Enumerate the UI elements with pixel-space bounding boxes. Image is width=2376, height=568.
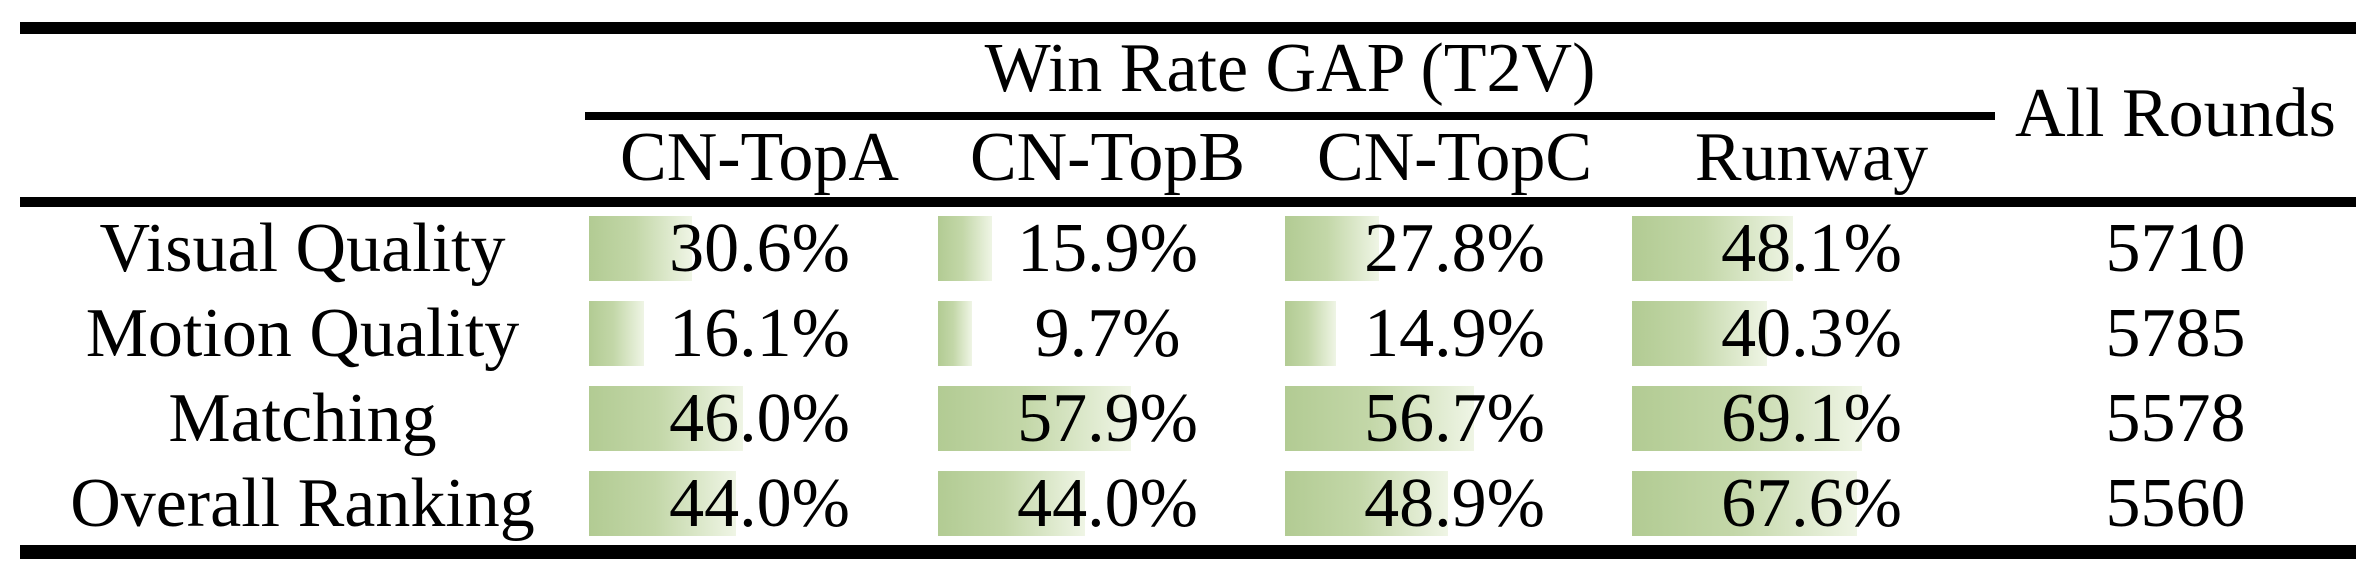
win-rate-cell: 57.9% — [934, 376, 1281, 461]
all-rounds-header-label: All Rounds — [2015, 75, 2336, 152]
all-rounds-cell: 5578 — [1995, 376, 2356, 461]
header-separator-rule — [20, 197, 2356, 207]
win-rate-bar — [1285, 301, 1336, 366]
win-rate-bar — [1285, 386, 1474, 451]
win-rate-bar — [938, 216, 992, 281]
row-label-visual-quality: Visual Quality — [20, 206, 585, 291]
win-rate-value: 56.7% — [1364, 379, 1545, 457]
win-rate-value: 69.1% — [1721, 379, 1902, 457]
win-rate-value: 46.0% — [669, 379, 850, 457]
column-header-cn-topa: CN-TopA — [585, 119, 934, 196]
column-header-label: CN-TopC — [1316, 119, 1593, 196]
all-rounds-value: 5578 — [2105, 379, 2246, 457]
all-rounds-cell: 5560 — [1995, 461, 2356, 546]
win-rate-cell: 9.7% — [934, 291, 1281, 376]
all-rounds-value: 5560 — [2105, 464, 2246, 542]
all-rounds-cell: 5710 — [1995, 206, 2356, 291]
win-rate-bar — [589, 386, 743, 451]
column-header-label: CN-TopB — [969, 119, 1246, 196]
win-rate-cell: 46.0% — [585, 376, 934, 461]
win-rate-bar — [1632, 216, 1793, 281]
column-header-cn-topc: CN-TopC — [1281, 119, 1628, 196]
win-rate-value: 67.6% — [1721, 464, 1902, 542]
group-header-title: Win Rate GAP (T2V) — [585, 30, 1995, 108]
win-rate-value: 27.8% — [1364, 209, 1545, 287]
win-rate-value: 57.9% — [1017, 379, 1198, 457]
row-label: Visual Quality — [99, 209, 506, 287]
row-label-matching: Matching — [20, 376, 585, 461]
row-label-overall-ranking: Overall Ranking — [20, 461, 585, 546]
win-rate-value: 44.0% — [1017, 464, 1198, 542]
win-rate-cell: 48.9% — [1281, 461, 1628, 546]
win-rate-bar — [938, 301, 972, 366]
win-rate-cell: 40.3% — [1628, 291, 1995, 376]
win-rate-cell: 15.9% — [934, 206, 1281, 291]
group-header-label: Win Rate GAP (T2V) — [984, 30, 1596, 107]
win-rate-cell: 44.0% — [585, 461, 934, 546]
win-rate-value: 48.1% — [1721, 209, 1902, 287]
all-rounds-cell: 5785 — [1995, 291, 2356, 376]
win-rate-value: 14.9% — [1364, 294, 1545, 372]
win-rate-cell: 67.6% — [1628, 461, 1995, 546]
win-rate-cell: 56.7% — [1281, 376, 1628, 461]
win-rate-value: 30.6% — [669, 209, 850, 287]
all-rounds-value: 5785 — [2105, 294, 2246, 372]
row-label-motion-quality: Motion Quality — [20, 291, 585, 376]
win-rate-bar — [1632, 471, 1857, 536]
win-rate-value: 48.9% — [1364, 464, 1545, 542]
row-label: Motion Quality — [85, 294, 520, 372]
all-rounds-value: 5710 — [2105, 209, 2246, 287]
win-rate-value: 40.3% — [1721, 294, 1902, 372]
win-rate-value: 15.9% — [1017, 209, 1198, 287]
column-header-label: CN-TopA — [620, 119, 899, 196]
win-rate-value: 16.1% — [669, 294, 850, 372]
win-rate-bar — [938, 471, 1085, 536]
win-rate-bar — [938, 386, 1131, 451]
column-header-all-rounds: All Rounds — [1995, 26, 2356, 202]
row-label: Overall Ranking — [70, 464, 535, 542]
win-rate-cell: 14.9% — [1281, 291, 1628, 376]
column-header-runway: Runway — [1628, 119, 1995, 196]
table-bottom-rule — [20, 545, 2356, 559]
win-rate-cell: 16.1% — [585, 291, 934, 376]
win-rate-bar — [1285, 216, 1379, 281]
win-rate-value: 44.0% — [669, 464, 850, 542]
table-top-rule — [20, 22, 2356, 34]
column-header-label: Runway — [1694, 119, 1929, 196]
win-rate-bar — [1632, 386, 1862, 451]
win-rate-cell: 48.1% — [1628, 206, 1995, 291]
win-rate-bar — [589, 301, 644, 366]
win-rate-cell: 44.0% — [934, 461, 1281, 546]
win-rate-bar — [589, 471, 736, 536]
group-header-underline-rule — [585, 112, 1995, 120]
win-rate-cell: 27.8% — [1281, 206, 1628, 291]
win-rate-bar — [1632, 301, 1767, 366]
win-rate-value: 9.7% — [1034, 294, 1181, 372]
column-header-cn-topb: CN-TopB — [934, 119, 1281, 196]
row-label: Matching — [168, 379, 437, 457]
win-rate-bar — [589, 216, 692, 281]
win-rate-cell: 69.1% — [1628, 376, 1995, 461]
win-rate-cell: 30.6% — [585, 206, 934, 291]
win-rate-bar — [1285, 471, 1448, 536]
